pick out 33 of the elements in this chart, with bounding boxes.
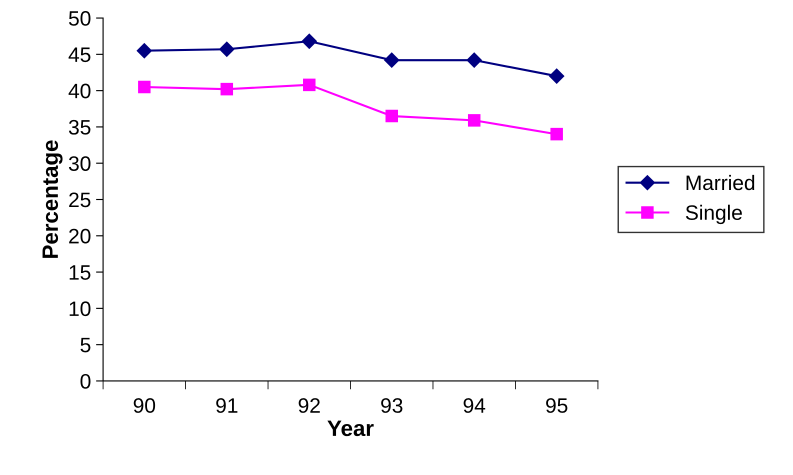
y-tick-label: 5: [80, 338, 90, 352]
point: [385, 110, 398, 122]
y-tick-label: 20: [69, 228, 90, 244]
x-axis-title: Year: [327, 420, 374, 436]
point: [219, 42, 234, 57]
x-tick-label: 91: [216, 398, 238, 413]
point: [468, 114, 480, 127]
x-tick-label: 93: [381, 398, 402, 413]
point: [466, 52, 482, 68]
point: [302, 34, 317, 49]
legend-label: Single: [686, 204, 742, 224]
y-tick-label: 30: [68, 156, 90, 171]
point: [550, 128, 563, 140]
point: [220, 82, 234, 96]
x-tick-label: 90: [134, 398, 156, 413]
x-tick-label: 94: [464, 398, 486, 413]
legend-label: Married: [686, 174, 754, 190]
x-tick-label: 95: [546, 398, 568, 413]
y-tick-label: 25: [69, 192, 90, 208]
point: [136, 43, 152, 58]
y-tick-label: 15: [70, 265, 90, 280]
y-tick-label: 40: [68, 84, 90, 98]
point: [549, 68, 564, 84]
y-tick-label: 35: [68, 120, 90, 135]
point: [303, 78, 316, 92]
point: [384, 52, 400, 68]
y-tick-label: 45: [68, 48, 90, 62]
x-tick-label: 92: [298, 398, 320, 413]
y-axis-title: Percentage: [42, 140, 63, 258]
y-tick-label: 50: [68, 11, 90, 26]
point: [138, 80, 151, 94]
y-tick-label: 10: [70, 301, 90, 316]
y-tick-label: 0: [80, 374, 90, 389]
